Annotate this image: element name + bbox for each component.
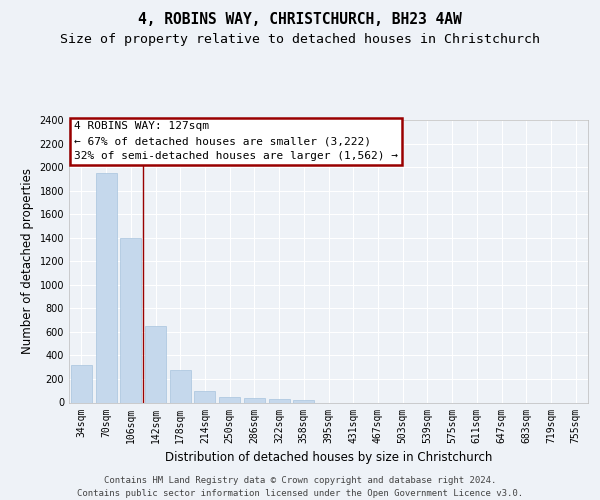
Bar <box>269 399 290 402</box>
Bar <box>95 173 116 402</box>
Bar <box>194 390 215 402</box>
Bar <box>170 370 191 402</box>
Text: 4, ROBINS WAY, CHRISTCHURCH, BH23 4AW: 4, ROBINS WAY, CHRISTCHURCH, BH23 4AW <box>138 12 462 28</box>
Bar <box>293 400 314 402</box>
Text: Size of property relative to detached houses in Christchurch: Size of property relative to detached ho… <box>60 32 540 46</box>
Bar <box>219 397 240 402</box>
Bar <box>244 398 265 402</box>
Text: 4 ROBINS WAY: 127sqm
← 67% of detached houses are smaller (3,222)
32% of semi-de: 4 ROBINS WAY: 127sqm ← 67% of detached h… <box>74 122 398 161</box>
Bar <box>71 365 92 403</box>
Text: Contains HM Land Registry data © Crown copyright and database right 2024.
Contai: Contains HM Land Registry data © Crown c… <box>77 476 523 498</box>
Bar <box>145 326 166 402</box>
Bar <box>120 238 141 402</box>
X-axis label: Distribution of detached houses by size in Christchurch: Distribution of detached houses by size … <box>165 451 492 464</box>
Y-axis label: Number of detached properties: Number of detached properties <box>21 168 34 354</box>
